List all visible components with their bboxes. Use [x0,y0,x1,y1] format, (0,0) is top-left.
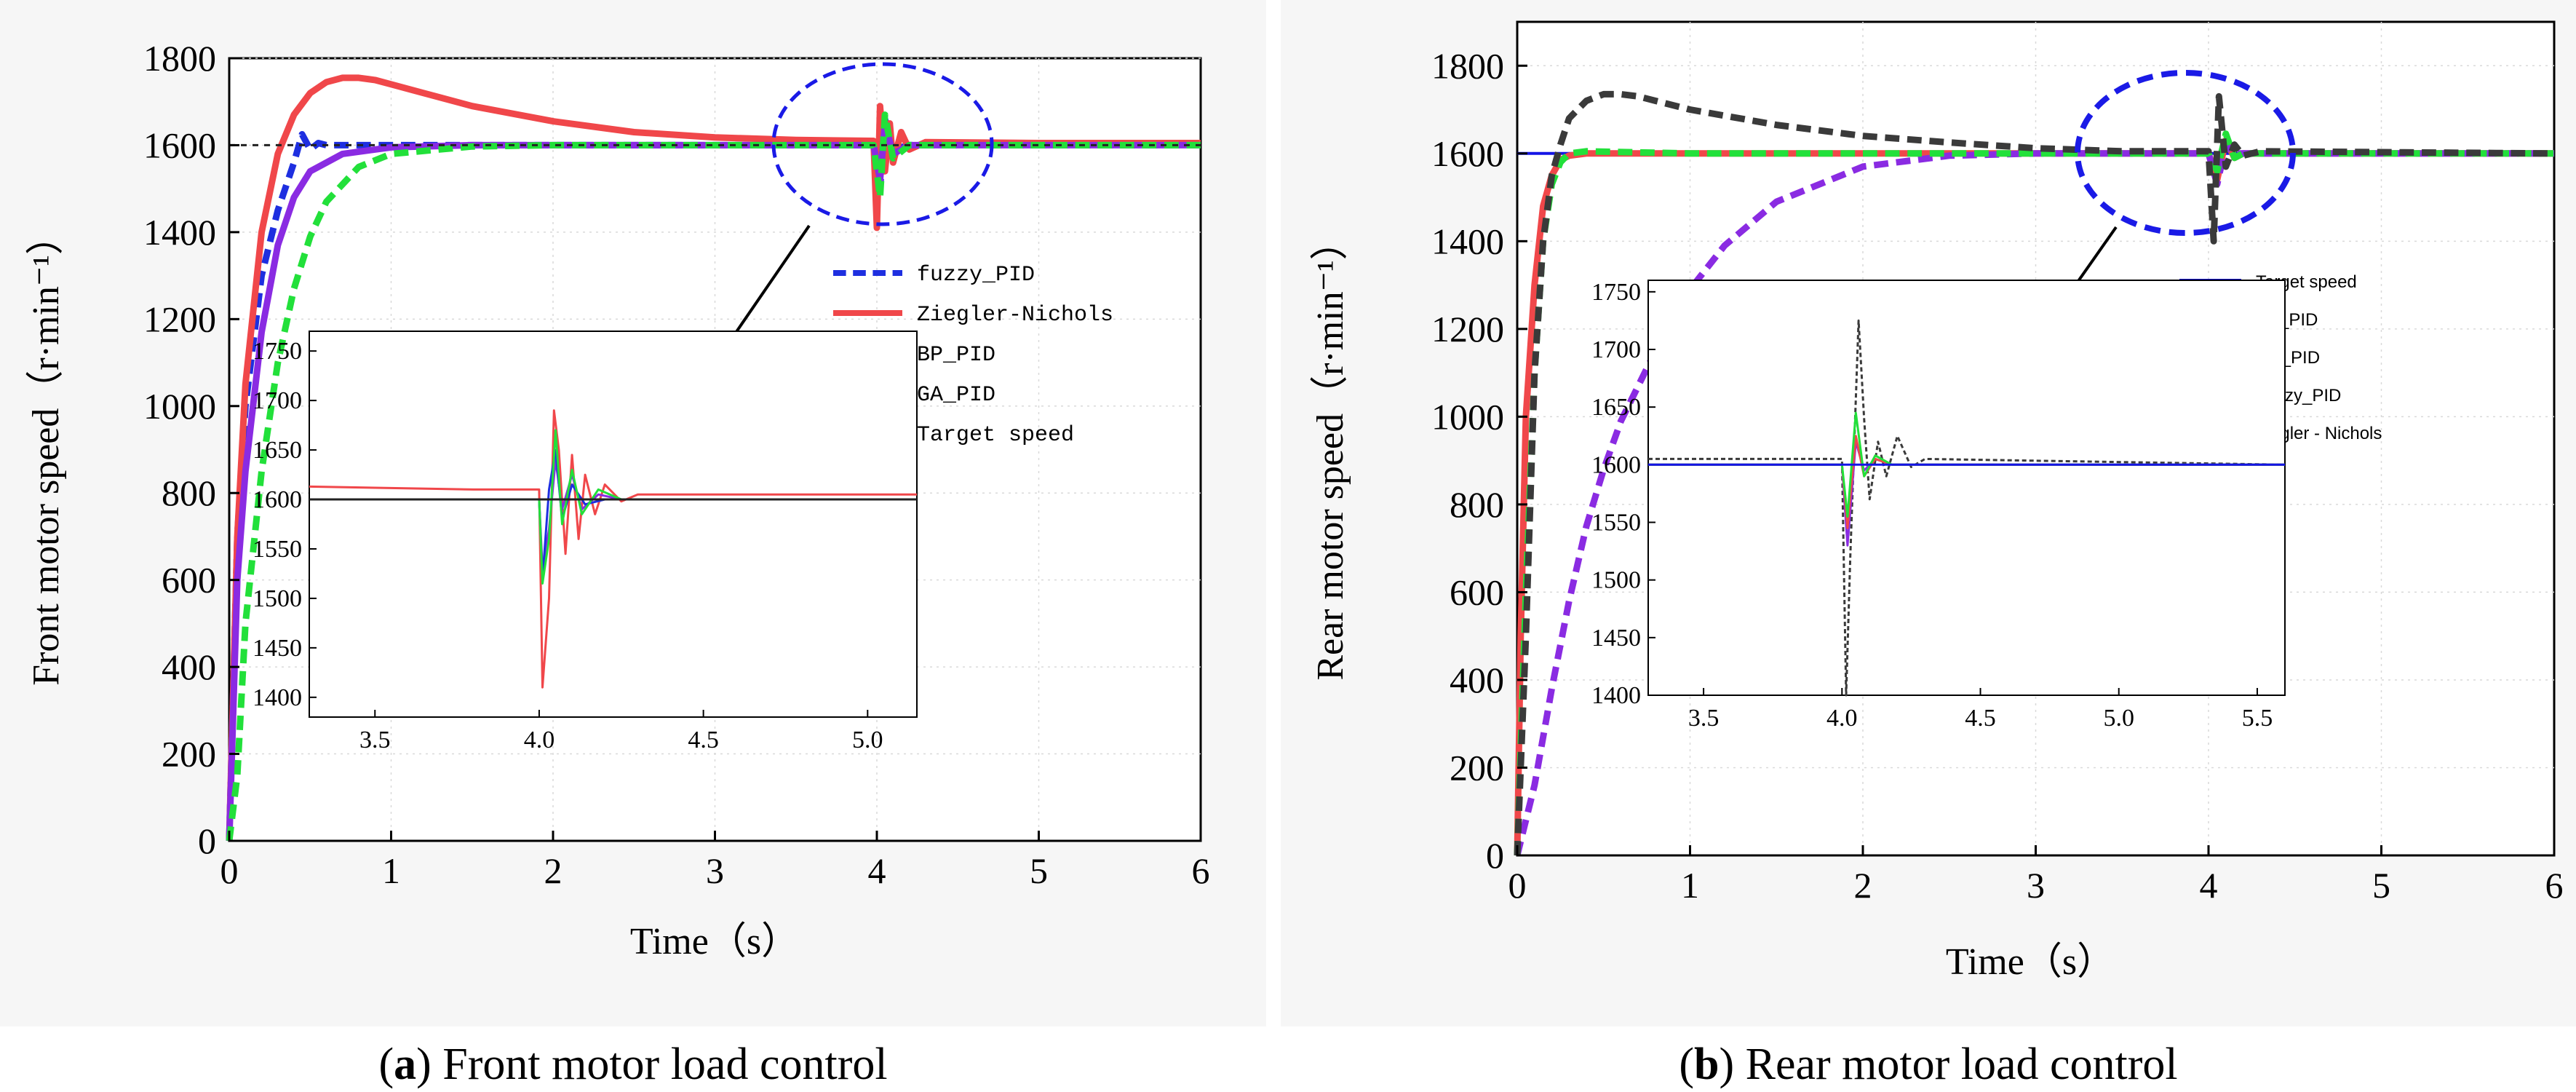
rear-inset-y-tick-label: 1400 [1591,682,1641,709]
front-y-tick-label: 1400 [143,212,216,253]
front-x-tick-label: 1 [382,850,400,891]
rear-x-tick-label: 0 [1508,865,1527,906]
front-x-tick-label: 0 [220,850,239,891]
front-highlight-ellipse [771,62,994,226]
front-y-tick-label: 1000 [143,386,216,427]
panel-rear: 0 200 400 600 800 1000 1200 1400 1600 1800 0 1 2 3 4 5 6… [1281,0,2576,1026]
rear-y-tick-label: 400 [1450,660,1504,700]
front-inset-x-tick-label: 5.0 [852,727,883,753]
rear-inset-y-tick-label: 1750 [1591,279,1641,306]
front-x-tick-label: 4 [868,850,886,891]
front-y-tick-label: 400 [162,646,216,687]
front-y-tick-label: 1800 [143,38,216,79]
front-inset-y-tick-label: 1500 [253,585,302,612]
front-y-tick-label: 800 [162,472,216,513]
rear-y-tick-label: 1600 [1431,133,1504,174]
front-axis-ticks: 0 200 400 600 800 1000 1200 1400 1600 1800 0 1 2 3 4 5 6 [143,38,1210,891]
front-x-axis-label: Time（s） [630,921,799,962]
front-inset-frame [309,331,918,718]
front-inset-x-tick-label: 3.5 [359,727,391,753]
rear-series-group [1514,90,2555,857]
caption-front-letter: a [394,1040,416,1089]
rear-inset-x-tick-label: 3.5 [1688,705,1720,732]
front-y-tick-label: 1600 [143,124,216,165]
caption-front: (a) Front motor load control [378,1040,887,1089]
caption-front-text: Front motor load control [432,1040,888,1089]
rear-axis-ticks: 0 200 400 600 800 1000 1200 1400 1600 1800 0 1 2 3 4 5 6 [1431,45,2564,906]
front-inset-series-ziegler-nichols [309,409,917,689]
rear-inset-x-tick-label: 5.0 [2103,705,2134,732]
front-inset-y-tick-label: 1600 [253,486,302,513]
rear-x-tick-label: 5 [2372,865,2390,906]
rear-highlight-ellipse [2075,70,2296,236]
rear-inset-y-tick-label: 1450 [1591,625,1641,652]
front-inset-x-tick-label: 4.0 [524,727,555,753]
rear-inset: 1400 1450 1500 1550 1600 1650 1700 1750 3.5 4.0 4.… [1591,279,2286,732]
rear-x-tick-label: 1 [1681,865,1699,906]
front-legend: fuzzy_PID Ziegler-Nichols BP_PID GA_PID Targ… [833,263,1113,448]
front-legend-label-target-speed: Target speed [917,423,1074,448]
front-legend-label-fuzzy-pid: fuzzy_PID [917,263,1035,288]
rear-inset-y-tick-label: 1550 [1591,510,1641,537]
rear-x-axis-label: Time（s） [1946,941,2115,983]
rear-y-axis-label: Rear motor speed（r·min⁻¹） [1310,222,1351,680]
rear-x-tick-label: 6 [2545,865,2564,906]
rear-y-tick-label: 1200 [1431,309,1504,349]
front-inset-y-tick-label: 1700 [253,387,302,414]
front-inset-y-tick-label: 1450 [253,635,302,662]
rear-inset-y-tick-label: 1650 [1591,394,1641,421]
rear-inset-x-tick-label: 4.5 [1965,705,1996,732]
panel-front: 0 200 400 600 800 1000 1200 1400 1600 1800 0 1 2 3 4 5 6… [0,0,1266,1026]
rear-inset-series-ziegler-nichols [1648,319,2286,697]
rear-y-tick-label: 1800 [1431,45,1504,86]
rear-y-tick-label: 600 [1450,571,1504,612]
rear-inset-frame [1647,280,2286,696]
rear-inset-x-tick-label: 5.5 [2242,705,2273,732]
front-x-tick-label: 2 [544,850,562,891]
front-series-ga-pid [226,111,1201,842]
front-y-tick-label: 600 [162,560,216,601]
front-inset-y-tick-label: 1750 [253,338,302,365]
rear-inset-series-fuzzy-pid [1648,411,2285,518]
rear-x-tick-label: 2 [1854,865,1872,906]
front-inset-y-tick-label: 1400 [253,684,302,711]
front-inset-x-tick-label: 4.5 [688,727,719,753]
rear-x-tick-label: 4 [2200,865,2218,906]
caption-rear: (b) Rear motor load control [1679,1040,2177,1089]
rear-inset-y-tick-label: 1700 [1591,336,1641,363]
front-y-tick-label: 200 [162,734,216,775]
front-x-tick-label: 6 [1192,850,1210,891]
rear-y-tick-label: 1400 [1431,221,1504,261]
front-inset-y-tick-label: 1550 [253,536,302,563]
caption-rear-letter: b [1694,1040,1719,1089]
front-y-tick-label: 1200 [143,298,216,339]
rear-y-tick-label: 800 [1450,484,1504,525]
rear-inset-y-tick-label: 1500 [1591,567,1641,594]
front-x-tick-label: 3 [706,850,724,891]
front-series-group [226,74,1201,842]
rear-y-tick-label: 0 [1486,835,1504,876]
front-legend-label-bp-pid: BP_PID [917,343,995,368]
caption-rear-text: Rear motor load control [1734,1040,2178,1089]
front-x-tick-label: 5 [1030,850,1048,891]
rear-inset-x-tick-label: 4.0 [1826,705,1858,732]
rear-y-tick-label: 200 [1450,747,1504,788]
front-legend-label-ziegler-nichols: Ziegler-Nichols [917,303,1113,328]
rear-x-tick-label: 3 [2027,865,2045,906]
rear-inset-y-tick-label: 1600 [1591,451,1641,478]
front-inset-y-tick-label: 1650 [253,437,302,464]
front-y-tick-label: 0 [198,820,216,861]
front-y-axis-label: Front motor speed（r·min⁻¹） [25,217,67,686]
front-legend-label-ga-pid: GA_PID [917,383,995,408]
front-inset-series-ga-pid [309,429,917,585]
rear-series-ziegler-nichols [1514,90,2555,856]
front-inset: 1400 1450 1500 1550 1600 1650 1700 1750 3.5 4.0 4.… [253,338,917,753]
rear-y-tick-label: 1000 [1431,396,1504,437]
